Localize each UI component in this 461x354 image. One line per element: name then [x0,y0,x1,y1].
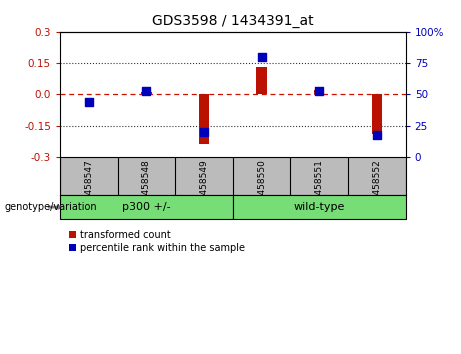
Legend: transformed count, percentile rank within the sample: transformed count, percentile rank withi… [65,226,249,257]
Text: genotype/variation: genotype/variation [5,202,97,212]
Bar [314,90,325,95]
Point [373,132,381,137]
Text: p300 +/-: p300 +/- [122,202,171,212]
Text: wild-type: wild-type [294,202,345,212]
Bar [141,92,152,95]
Bar [372,95,382,134]
Point [315,88,323,93]
Bar [256,67,267,95]
Text: GSM458550: GSM458550 [257,159,266,214]
Text: GSM458548: GSM458548 [142,159,151,214]
Bar [199,95,209,144]
Title: GDS3598 / 1434391_at: GDS3598 / 1434391_at [152,14,313,28]
Point [258,54,266,60]
Text: GSM458551: GSM458551 [315,159,324,214]
Point [200,129,207,135]
Text: GSM458552: GSM458552 [372,159,381,214]
Text: GSM458547: GSM458547 [84,159,93,214]
Text: GSM458549: GSM458549 [200,159,208,214]
Point [85,99,92,105]
Point [142,88,150,93]
